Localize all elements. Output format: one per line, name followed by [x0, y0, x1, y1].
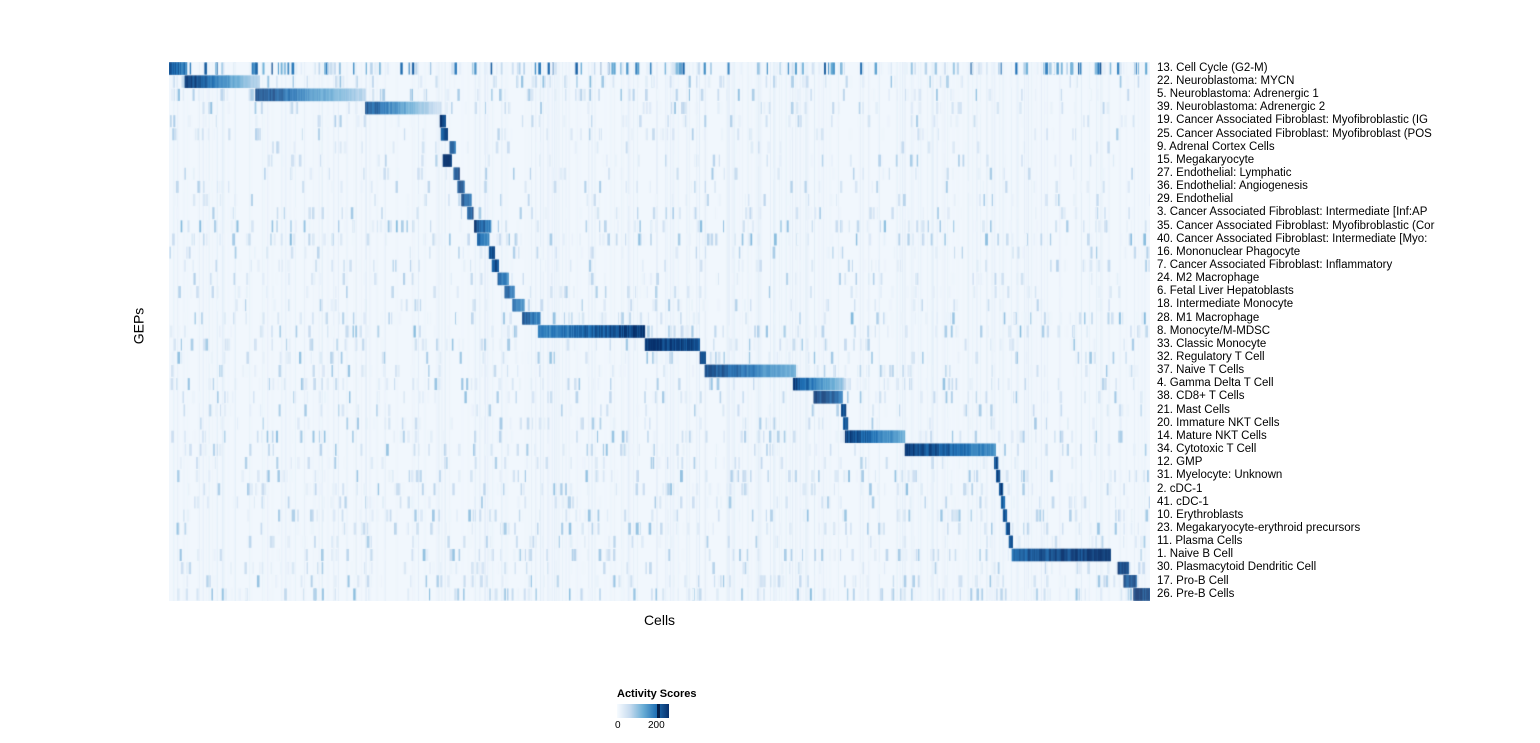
row-label: 18. Intermediate Monocyte — [1157, 298, 1294, 311]
row-label: 41. cDC-1 — [1157, 495, 1209, 508]
row-label: 31. Myelocyte: Unknown — [1157, 469, 1283, 482]
row-label: 32. Regulatory T Cell — [1157, 351, 1265, 364]
row-label: 24. M2 Macrophage — [1157, 272, 1260, 285]
row-label: 40. Cancer Associated Fibroblast: Interm… — [1157, 232, 1428, 245]
row-label: 39. Neuroblastoma: Adrenergic 2 — [1157, 101, 1326, 114]
row-label: 19. Cancer Associated Fibroblast: Myofib… — [1157, 114, 1429, 127]
row-label: 34. Cytotoxic T Cell — [1157, 443, 1257, 456]
legend-tick-mark — [656, 704, 660, 718]
row-label: 11. Plasma Cells — [1157, 535, 1243, 548]
row-labels: 13. Cell Cycle (G2-M) 22. Neuroblastoma: … — [1157, 62, 1540, 601]
row-label: 16. Mononuclear Phagocyte — [1157, 245, 1301, 258]
row-label: 36. Endothelial: Angiogenesis — [1157, 180, 1308, 193]
row-label: 22. Neuroblastoma: MYCN — [1157, 74, 1295, 87]
row-label: 38. CD8+ T Cells — [1157, 390, 1245, 403]
legend-max-label: 200 — [648, 720, 665, 731]
row-label: 10. Erythroblasts — [1157, 508, 1244, 521]
row-label: 1. Naive B Cell — [1157, 548, 1234, 561]
row-label: 26. Pre-B Cells — [1157, 587, 1235, 600]
row-label: 2. cDC-1 — [1157, 482, 1203, 495]
row-label: 27. Endothelial: Lymphatic — [1157, 166, 1292, 179]
row-label: 8. Monocyte/M-MDSC — [1157, 324, 1271, 337]
row-label: 3. Cancer Associated Fibroblast: Interme… — [1157, 206, 1428, 219]
row-label: 20. Immature NKT Cells — [1157, 416, 1280, 429]
row-label: 4. Gamma Delta T Cell — [1157, 377, 1274, 390]
row-label: 15. Megakaryocyte — [1157, 153, 1255, 166]
row-label: 25. Cancer Associated Fibroblast: Myofib… — [1157, 127, 1432, 140]
row-label: 30. Plasmacytoid Dendritic Cell — [1157, 561, 1317, 574]
legend-gradient-bar — [617, 704, 669, 718]
row-label: 7. Cancer Associated Fibroblast: Inflamm… — [1157, 259, 1393, 271]
row-label: 23. Megakaryocyte-erythroid precursors — [1157, 521, 1361, 534]
row-label: 17. Pro-B Cell — [1157, 574, 1229, 587]
row-label: 6. Fetal Liver Hepatoblasts — [1157, 285, 1294, 298]
row-label: 13. Cell Cycle (G2-M) — [1157, 61, 1268, 74]
row-label: 5. Neuroblastoma: Adrenergic 1 — [1157, 88, 1319, 101]
row-label: 21. Mast Cells — [1157, 403, 1230, 416]
legend-tick-labels: 0 200 — [615, 720, 669, 732]
y-axis-label: GEPs — [130, 307, 147, 345]
row-label: 29. Endothelial — [1157, 193, 1234, 206]
row-label: 37. Naive T Cells — [1157, 364, 1245, 377]
legend-title: Activity Scores — [617, 688, 697, 700]
row-label: 33. Classic Monocyte — [1157, 337, 1267, 350]
x-axis-label: Cells — [643, 612, 676, 628]
row-label: 35. Cancer Associated Fibroblast: Myofib… — [1157, 219, 1435, 232]
row-label: 14. Mature NKT Cells — [1157, 429, 1267, 442]
row-label: 9. Adrenal Cortex Cells — [1157, 140, 1275, 153]
heatmap — [169, 62, 1150, 601]
row-label: 28. M1 Macrophage — [1157, 311, 1260, 324]
legend-min-label: 0 — [615, 720, 621, 731]
row-label: 12. GMP — [1157, 456, 1203, 469]
legend: Activity Scores 0 200 — [615, 688, 737, 732]
